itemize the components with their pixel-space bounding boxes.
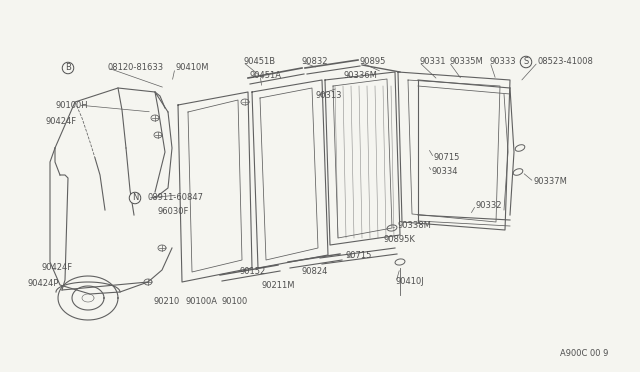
Text: 90895: 90895	[360, 58, 387, 67]
Text: 90410J: 90410J	[396, 278, 425, 286]
Text: B: B	[65, 64, 71, 73]
Text: 90824: 90824	[302, 267, 328, 276]
Text: 90424P: 90424P	[28, 279, 60, 289]
Text: 90336M: 90336M	[344, 71, 378, 80]
Text: 90337M: 90337M	[534, 177, 568, 186]
Text: 90832: 90832	[302, 58, 328, 67]
Text: 90451A: 90451A	[250, 71, 282, 80]
Text: 90410M: 90410M	[175, 64, 209, 73]
Text: 08120-81633: 08120-81633	[108, 64, 164, 73]
Text: S: S	[524, 58, 529, 67]
Text: 96030F: 96030F	[158, 208, 189, 217]
Text: 90331: 90331	[419, 58, 445, 67]
Text: 90424F: 90424F	[45, 118, 76, 126]
Text: 90424F: 90424F	[42, 263, 73, 273]
Text: 90100A: 90100A	[185, 298, 217, 307]
Text: 90335M: 90335M	[449, 58, 483, 67]
Text: 08911-60847: 08911-60847	[148, 193, 204, 202]
Text: 90100: 90100	[222, 298, 248, 307]
Text: 90313: 90313	[316, 92, 342, 100]
Text: 90715: 90715	[434, 154, 460, 163]
Text: 90100H: 90100H	[55, 100, 88, 109]
Text: 90334: 90334	[432, 167, 458, 176]
Text: 08523-41008: 08523-41008	[538, 58, 594, 67]
Text: A900C 00 9: A900C 00 9	[559, 349, 608, 358]
Text: 90333: 90333	[490, 58, 516, 67]
Text: 90715: 90715	[345, 251, 371, 260]
Text: N: N	[132, 193, 138, 202]
Text: 90451B: 90451B	[243, 58, 275, 67]
Text: 90332: 90332	[476, 201, 502, 209]
Text: 90211M: 90211M	[261, 280, 294, 289]
Text: 90338M: 90338M	[397, 221, 431, 231]
Text: 90895K: 90895K	[384, 235, 416, 244]
Text: 90210: 90210	[154, 298, 180, 307]
Text: 90152: 90152	[240, 267, 266, 276]
